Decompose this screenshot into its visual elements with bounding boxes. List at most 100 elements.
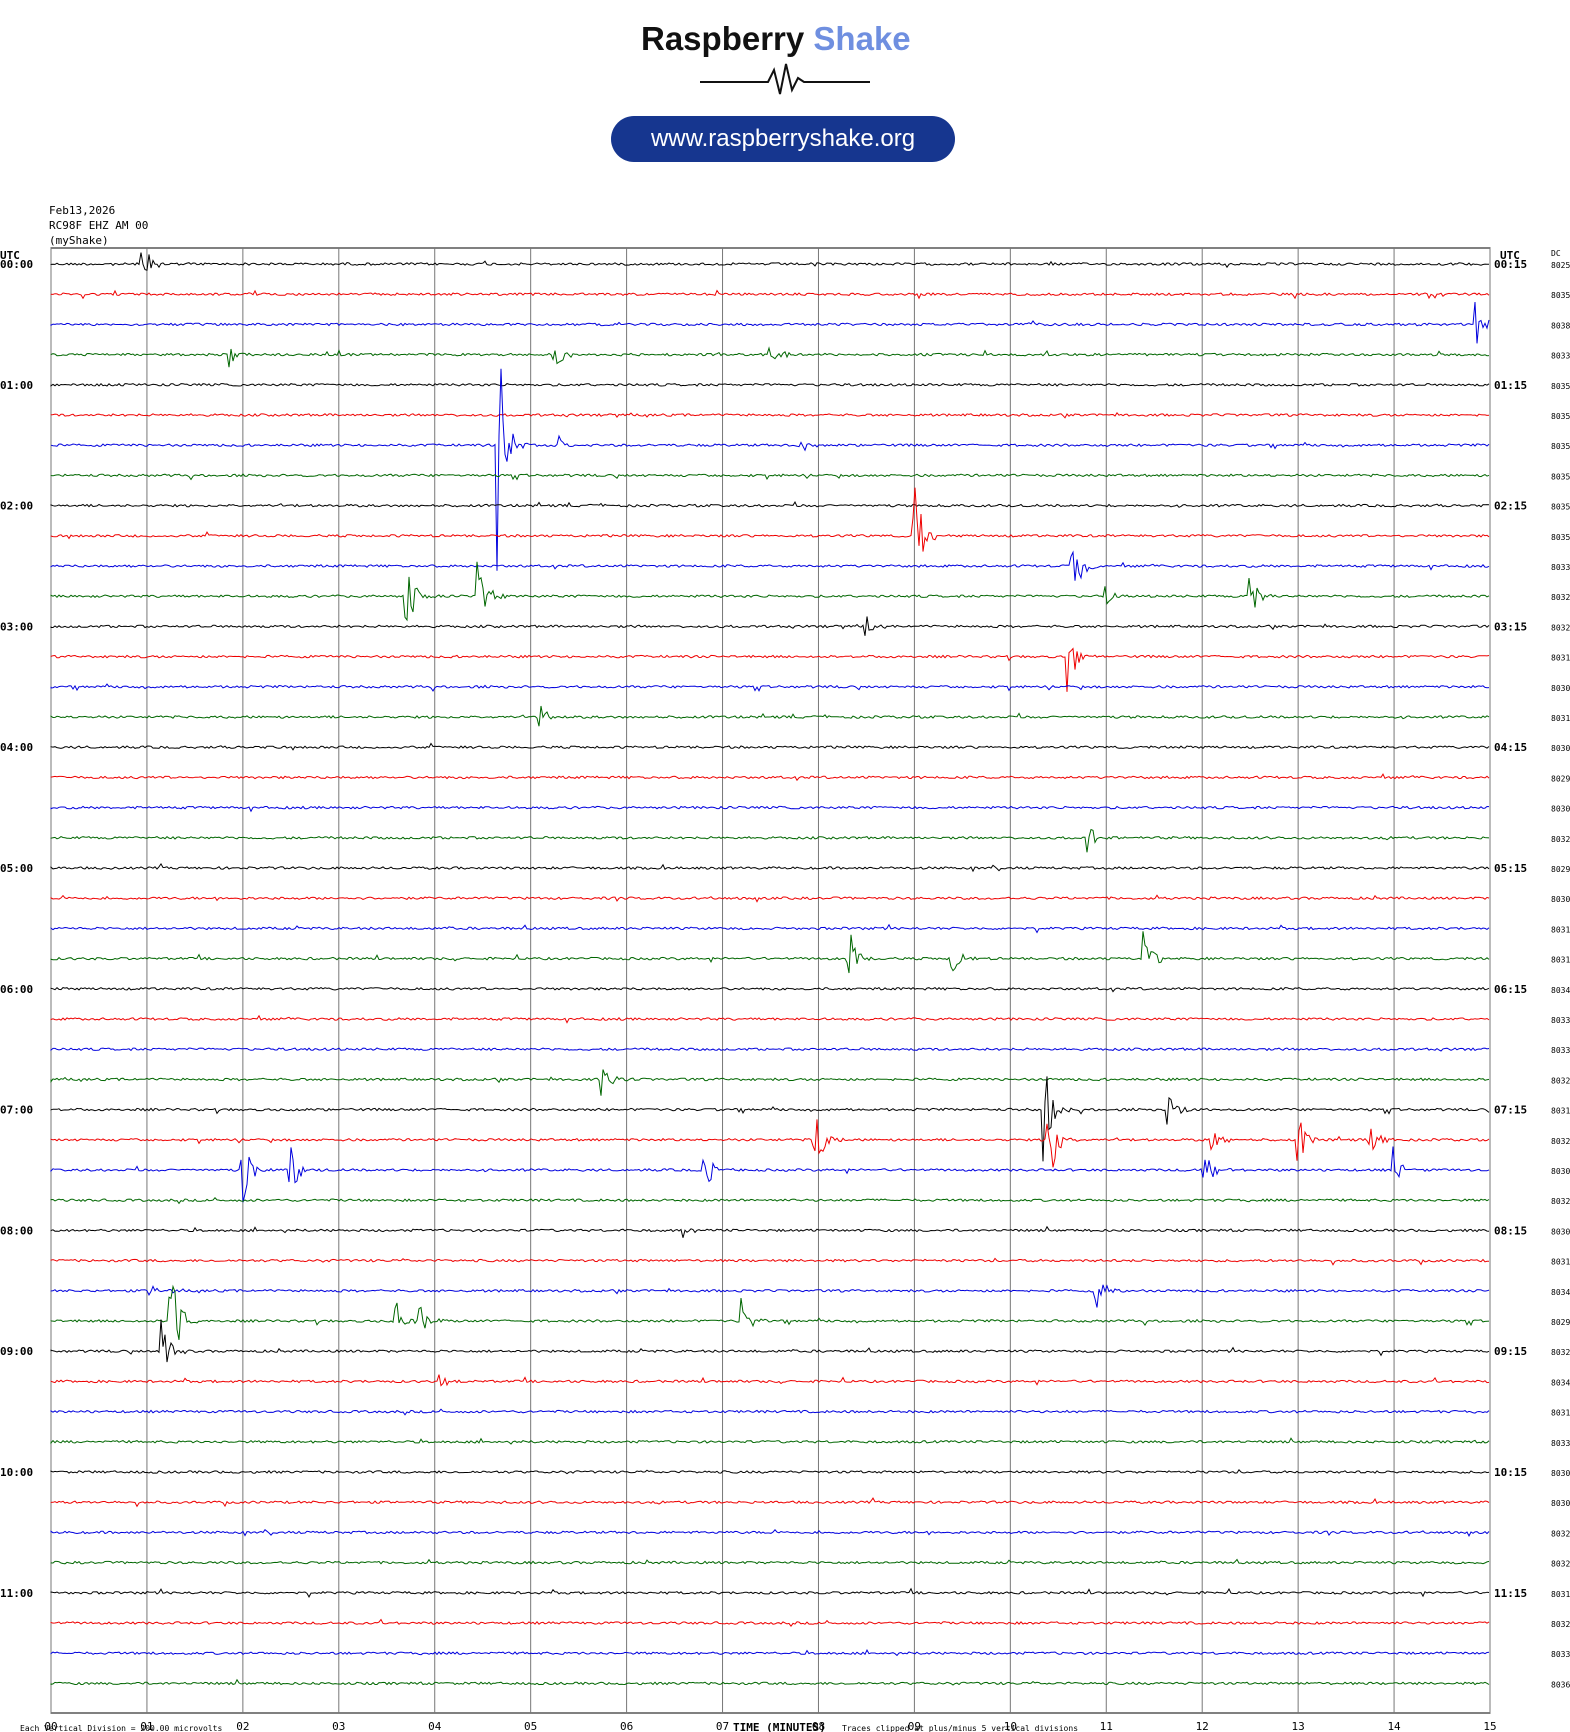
dc-value-label: 8035 bbox=[1551, 412, 1570, 421]
right-hour-label: 04:15 bbox=[1494, 741, 1527, 754]
dc-value-label: 8038 bbox=[1551, 321, 1570, 330]
trace-line bbox=[50, 1437, 1490, 1445]
dc-value-label: 8033 bbox=[1551, 1046, 1570, 1055]
trace-line bbox=[50, 1119, 1490, 1168]
dc-value-label: 8033 bbox=[1551, 1650, 1570, 1659]
right-hour-label: 09:15 bbox=[1494, 1345, 1527, 1358]
left-hour-label: 06:00 bbox=[0, 983, 33, 996]
trace-line bbox=[50, 1319, 1490, 1363]
dc-value-label: 8033 bbox=[1551, 1016, 1570, 1025]
dc-value-label: 8030 bbox=[1551, 1167, 1570, 1176]
right-hour-label: 05:15 bbox=[1494, 862, 1527, 875]
trace-line bbox=[50, 1528, 1490, 1537]
x-tick-label: 03 bbox=[332, 1720, 345, 1732]
dc-value-label: 8031 bbox=[1551, 925, 1570, 934]
left-hour-label: 04:00 bbox=[0, 741, 33, 754]
dc-value-label: 8030 bbox=[1551, 1227, 1570, 1236]
trace-line bbox=[50, 1047, 1490, 1052]
trace-line bbox=[50, 1587, 1490, 1598]
axis-labels: 00 01 02 03 04 05 06 07 08 09 10 11 12 13 14 15 8025 8035… bbox=[0, 249, 1570, 1732]
left-hour-label: 00:00 bbox=[0, 258, 33, 271]
x-axis-title: TIME (MINUTES) bbox=[733, 1721, 826, 1732]
dc-value-label: 8030 bbox=[1551, 1469, 1570, 1478]
right-hour-label: 08:15 bbox=[1494, 1224, 1527, 1237]
dc-value-label: 8032 bbox=[1551, 835, 1570, 844]
dc-header-label: DC bbox=[1551, 249, 1561, 258]
dc-value-label: 8032 bbox=[1551, 1529, 1570, 1538]
dc-value-label: 8035 bbox=[1551, 503, 1570, 512]
website-link[interactable]: www.raspberryshake.org bbox=[611, 116, 955, 162]
trace-line bbox=[50, 289, 1490, 300]
left-hour-label: 11:00 bbox=[0, 1587, 33, 1600]
chart-grid bbox=[50, 247, 1491, 1714]
left-hour-label: 03:00 bbox=[0, 620, 33, 633]
trace-line bbox=[50, 1678, 1490, 1686]
logo-title: Raspberry Shake bbox=[641, 20, 911, 58]
trace-line bbox=[50, 616, 1490, 636]
trace-line bbox=[50, 1014, 1490, 1024]
source-label: (myShake) bbox=[49, 234, 109, 247]
dc-value-label: 8034 bbox=[1551, 986, 1570, 995]
dc-value-label: 8032 bbox=[1551, 1348, 1570, 1357]
trace-line bbox=[50, 1558, 1490, 1565]
left-hour-label: 07:00 bbox=[0, 1104, 33, 1117]
x-tick-label: 05 bbox=[524, 1720, 537, 1732]
dc-value-label: 8035 bbox=[1551, 291, 1570, 300]
dc-value-label: 8033 bbox=[1551, 1439, 1570, 1448]
trace-line bbox=[50, 500, 1490, 508]
right-hour-label: 02:15 bbox=[1494, 500, 1527, 513]
right-hour-label: 00:15 bbox=[1494, 258, 1527, 271]
x-tick-label: 11 bbox=[1100, 1720, 1113, 1732]
trace-line bbox=[50, 1225, 1490, 1238]
trace-line bbox=[50, 368, 1490, 571]
dc-value-label: 8030 bbox=[1551, 805, 1570, 814]
chart-frame bbox=[50, 247, 1491, 1714]
left-hour-label: 01:00 bbox=[0, 379, 33, 392]
trace-line bbox=[50, 683, 1490, 692]
x-tick-label: 06 bbox=[620, 1720, 633, 1732]
dc-value-label: 8032 bbox=[1551, 593, 1570, 602]
dc-value-label: 8035 bbox=[1551, 472, 1570, 481]
x-tick-label: 07 bbox=[716, 1720, 729, 1732]
trace-line bbox=[50, 705, 1490, 727]
trace-line bbox=[50, 923, 1490, 934]
right-hour-label: 01:15 bbox=[1494, 379, 1527, 392]
trace-line bbox=[50, 1408, 1490, 1416]
dc-value-label: 8031 bbox=[1551, 956, 1570, 965]
dc-value-label: 8032 bbox=[1551, 623, 1570, 632]
right-hour-label: 11:15 bbox=[1494, 1587, 1527, 1600]
right-axis-label: UTC bbox=[1500, 249, 1520, 262]
x-tick-label: 13 bbox=[1292, 1720, 1305, 1732]
dc-value-label: 8030 bbox=[1551, 895, 1570, 904]
seismo-wave-icon bbox=[700, 63, 870, 95]
left-hour-label: 02:00 bbox=[0, 500, 33, 513]
trace-line bbox=[50, 561, 1490, 622]
dc-value-label: 8032 bbox=[1551, 1076, 1570, 1085]
trace-line bbox=[50, 473, 1490, 481]
trace-line bbox=[50, 1146, 1490, 1203]
dc-value-label: 8032 bbox=[1551, 1197, 1570, 1206]
trace-line bbox=[50, 301, 1490, 344]
dc-value-label: 8031 bbox=[1551, 714, 1570, 723]
x-tick-label: 09 bbox=[908, 1720, 921, 1732]
trace-line bbox=[50, 1257, 1490, 1266]
logo-title-left: Raspberry bbox=[641, 20, 805, 57]
dc-value-label: 8025 bbox=[1551, 261, 1570, 270]
dc-value-label: 8033 bbox=[1551, 563, 1570, 572]
left-axis-label: UTC bbox=[0, 249, 20, 262]
dc-value-label: 8031 bbox=[1551, 1409, 1570, 1418]
trace-line bbox=[50, 252, 1490, 271]
trace-line bbox=[50, 805, 1490, 813]
dc-value-label: 8034 bbox=[1551, 1288, 1570, 1297]
trace-line bbox=[50, 1284, 1490, 1340]
x-tick-label: 10 bbox=[1004, 1720, 1017, 1732]
trace-line bbox=[50, 411, 1490, 419]
dc-value-label: 8035 bbox=[1551, 382, 1570, 391]
dc-value-label: 8029 bbox=[1551, 1318, 1570, 1327]
dc-value-label: 8032 bbox=[1551, 1560, 1570, 1569]
trace-line bbox=[50, 1069, 1490, 1096]
date-label: Feb13,2026 bbox=[49, 204, 116, 217]
x-tick-label: 01 bbox=[140, 1720, 153, 1732]
left-hour-label: 05:00 bbox=[0, 862, 33, 875]
